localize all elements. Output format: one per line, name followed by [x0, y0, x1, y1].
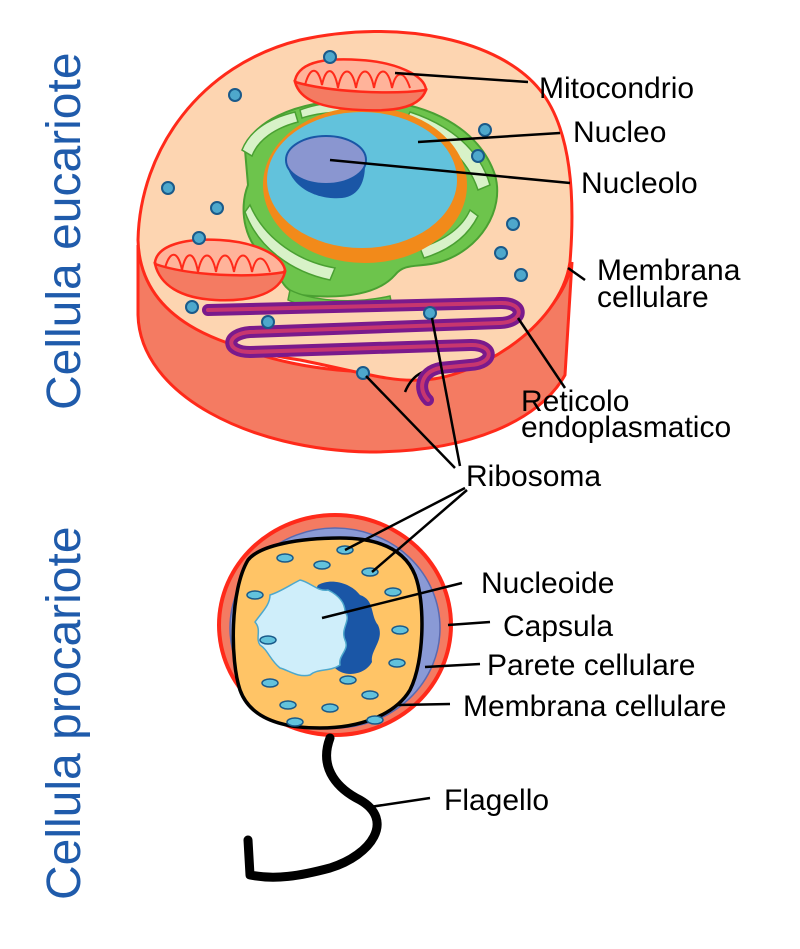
cell-side-wall — [136, 244, 574, 454]
eukaryotic-cell — [136, 30, 574, 454]
label-nucleus: Nucleo — [573, 116, 666, 149]
label-er-line1: Reticolo — [521, 385, 629, 418]
label-capsule: Capsula — [503, 610, 613, 643]
label-nucleolus: Nucleolo — [581, 167, 698, 200]
label-er-line2: endoplasmatico — [521, 411, 731, 444]
label-ribosome: Ribosoma — [466, 460, 601, 493]
label-cell-wall: Parete cellulare — [487, 649, 695, 682]
mitochondrion-left — [153, 238, 287, 302]
title-eukaryote: Cellula eucariote — [38, 52, 91, 410]
ribosomes-eukaryote — [161, 50, 528, 380]
nucleolus — [285, 135, 367, 185]
leader-lines — [321, 71, 586, 809]
prokaryotic-cell — [217, 513, 453, 882]
label-cell-membrane-line2: cellulare — [597, 281, 709, 314]
mitochondrion-top — [293, 58, 428, 112]
label-cell-membrane-prokaryote: Membrana cellulare — [463, 690, 726, 723]
label-flagellum: Flagello — [444, 784, 549, 817]
label-mitochondrion: Mitocondrio — [539, 72, 694, 105]
label-nucleoid: Nucleoide — [481, 567, 614, 600]
nucleoid — [254, 579, 348, 677]
er-lumen — [206, 300, 521, 402]
flagellum — [243, 733, 382, 882]
label-cell-membrane-line1: Membrana — [597, 254, 741, 287]
title-prokaryote: Cellula procariote — [38, 526, 91, 900]
ribosomes-prokaryote — [246, 545, 409, 727]
